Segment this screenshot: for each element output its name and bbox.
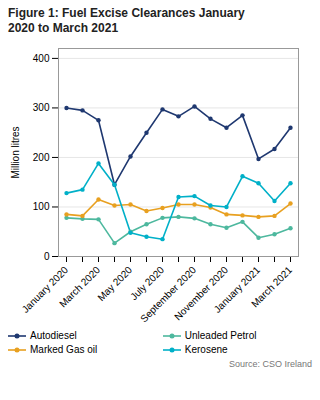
html-text:Figure 1: Fuel Excise Clearanc: Figure 1: Fuel Excise Clearances January… <box>8 6 245 35</box>
html-text:Unleaded Petrol: Unleaded Petrol <box>184 330 257 341</box>
svg-text:May 2020: May 2020 <box>95 264 134 303</box>
svg-text:November 2020: November 2020 <box>172 264 230 322</box>
html-text:Source: CSO Ireland: Source: CSO Ireland <box>229 359 312 369</box>
svg-text:March 2020: March 2020 <box>57 264 102 309</box>
svg-text:100: 100 <box>33 201 50 212</box>
svg-text:300: 300 <box>33 102 50 113</box>
html-text:Kerosene: Kerosene <box>184 344 228 355</box>
svg-text:January 2020: January 2020 <box>19 264 71 315</box>
svg-text:200: 200 <box>33 152 50 163</box>
svg-text:March 2021: March 2021 <box>249 264 294 309</box>
svg-text:January 2021: January 2021 <box>211 264 263 315</box>
html-text:Marked Gas oil: Marked Gas oil <box>30 344 98 355</box>
svg-text:July 2020: July 2020 <box>128 264 167 303</box>
svg-text:0: 0 <box>44 251 50 262</box>
svg-text:400: 400 <box>33 53 50 64</box>
html-text:Autodiesel: Autodiesel <box>30 330 77 341</box>
svg-text:September 2020: September 2020 <box>138 264 198 324</box>
svg-text:Million litres: Million litres <box>10 126 21 178</box>
